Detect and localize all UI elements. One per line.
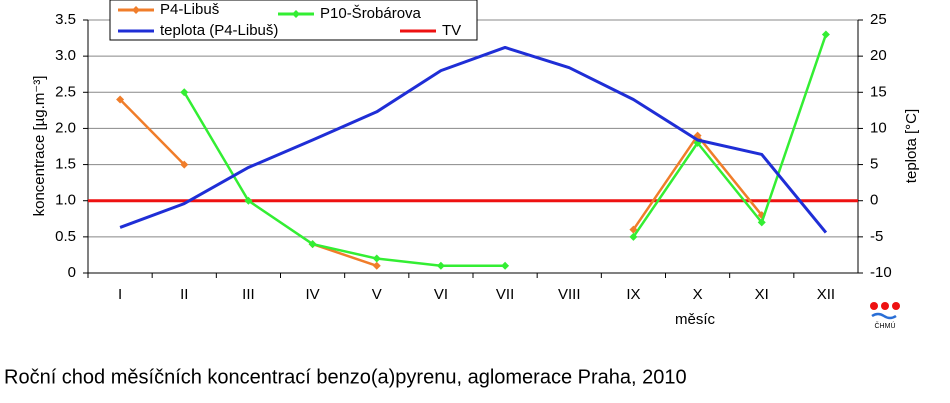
legend-label: P10-Šrobárova [320, 5, 422, 22]
x-tick-label: VIII [558, 286, 581, 303]
y2-tick-label: 10 [870, 119, 887, 136]
y-tick-label: 0 [68, 264, 76, 281]
y2-tick-label: 15 [870, 83, 887, 100]
y-tick-label: 2.5 [55, 83, 76, 100]
x-tick-label: I [118, 286, 122, 303]
x-tick-label: VII [496, 286, 514, 303]
x-axis-label: měsíc [675, 311, 716, 328]
caption: Roční chod měsíčních koncentrací benzo(a… [4, 366, 687, 388]
y2-tick-label: -5 [870, 228, 883, 245]
logo-dot [870, 302, 878, 310]
point [372, 261, 381, 270]
x-tick-label: III [242, 286, 255, 303]
point [116, 95, 125, 104]
point [244, 196, 253, 205]
logo-dot [881, 302, 889, 310]
x-tick-label: V [372, 286, 382, 303]
y-tick-label: 0.5 [55, 228, 76, 245]
y2-axis-label: teplota [°C] [903, 109, 920, 183]
y-tick-label: 3.0 [55, 47, 76, 64]
legend-box [109, 0, 478, 41]
y2-tick-label: 20 [870, 47, 887, 64]
y-tick-label: 1.5 [55, 156, 76, 173]
legend-label: teplota (P4-Libuš) [160, 22, 278, 39]
point [501, 261, 510, 270]
point [436, 261, 445, 270]
series-line [183, 34, 828, 268]
y-tick-label: 2.0 [55, 119, 76, 136]
legend-label: TV [442, 22, 461, 39]
y2-tick-label: 25 [870, 11, 887, 28]
legend-marker [292, 10, 300, 18]
logo-wave [871, 312, 897, 320]
series-line [119, 98, 763, 267]
logo-dot [892, 302, 900, 310]
legend-marker [132, 6, 140, 14]
point [757, 218, 766, 227]
point [821, 30, 830, 39]
y-tick-label: 1.0 [55, 192, 76, 209]
x-tick-label: IV [305, 286, 319, 303]
y-tick-label: 3.5 [55, 11, 76, 28]
logo-text: ČHMÚ [875, 321, 896, 330]
x-tick-label: XII [817, 286, 835, 303]
x-tick-label: II [180, 286, 188, 303]
point [308, 240, 317, 249]
y2-tick-label: 0 [870, 192, 878, 209]
point [180, 160, 189, 169]
y2-tick-label: -10 [870, 264, 892, 281]
x-tick-label: IX [626, 286, 640, 303]
logo: ČHMÚ [870, 302, 900, 330]
x-tick-label: VI [434, 286, 448, 303]
series-line [119, 45, 828, 234]
legend-label: P4-Libuš [160, 1, 219, 18]
point [372, 254, 381, 263]
x-tick-label: XI [755, 286, 769, 303]
point [180, 88, 189, 97]
point [629, 232, 638, 241]
y2-tick-label: 5 [870, 156, 878, 173]
y-axis-label: koncentrace [µg.m⁻³] [31, 76, 48, 217]
x-tick-label: X [693, 286, 703, 303]
point [629, 225, 638, 234]
